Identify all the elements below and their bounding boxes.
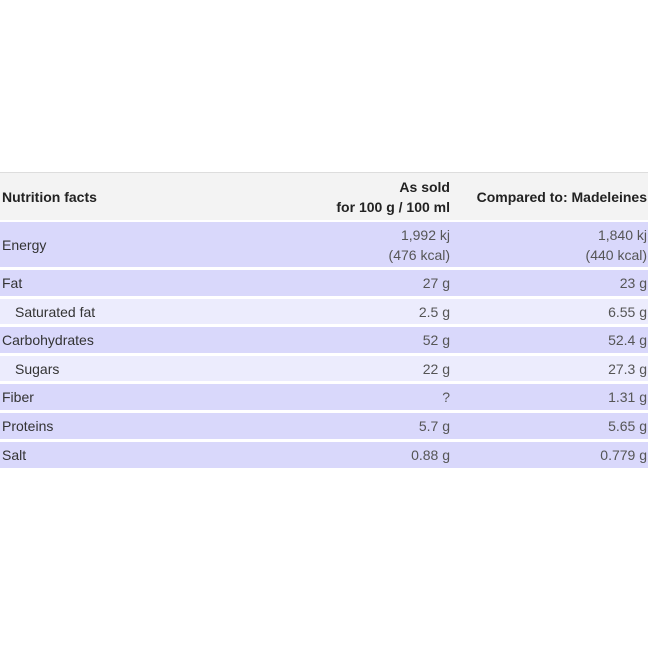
table-row-proteins: Proteins 5.7 g 5.65 g — [0, 413, 648, 442]
row-label: Saturated fat — [15, 303, 96, 320]
compared-value: 27.3 g — [608, 360, 647, 377]
table-header: Nutrition facts As sold for 100 g / 100 … — [0, 172, 648, 222]
table-row-fat: Fat 27 g 23 g — [0, 270, 648, 299]
as-sold-value: ? — [442, 389, 450, 405]
row-label: Sugars — [15, 360, 60, 377]
header-as-sold-line2: for 100 g / 100 ml — [336, 198, 450, 215]
compared-kj: 1,840 kj — [597, 226, 647, 243]
row-label: Proteins — [2, 418, 54, 434]
as-sold-value: 22 g — [422, 360, 450, 377]
table-row-sugars: Sugars 22 g 27.3 g — [0, 356, 648, 384]
as-sold-value: 27 g — [422, 275, 450, 291]
as-sold-value: 2.5 g — [418, 303, 450, 320]
compared-value: 5.65 g — [608, 418, 647, 434]
row-label: Salt — [2, 447, 27, 463]
header-as-sold-line1: As sold — [399, 178, 450, 195]
table-row-fiber: Fiber ? 1.31 g — [0, 384, 648, 413]
as-sold-value: 52 g — [422, 332, 450, 348]
as-sold-kcal: (476 kcal) — [388, 246, 450, 263]
row-label: Carbohydrates — [2, 332, 94, 348]
table-row-salt: Salt 0.88 g 0.779 g — [0, 442, 648, 471]
compared-kcal: (440 kcal) — [585, 246, 647, 263]
compared-value: 23 g — [619, 275, 647, 291]
compared-value: 1.31 g — [608, 389, 647, 405]
as-sold-value: 1,992 kj (476 kcal) — [320, 225, 450, 265]
as-sold-kj: 1,992 kj — [400, 226, 450, 243]
compared-value: 52.4 g — [608, 332, 647, 348]
table-row-energy: Energy 1,992 kj (476 kcal) 1,840 kj (440… — [0, 222, 648, 270]
as-sold-value: 5.7 g — [418, 418, 450, 434]
compared-value: 6.55 g — [608, 303, 647, 320]
as-sold-value: 0.88 g — [411, 447, 450, 463]
nutrition-facts-table: Nutrition facts As sold for 100 g / 100 … — [0, 172, 648, 471]
row-label: Fiber — [2, 389, 34, 405]
header-nutrition-facts: Nutrition facts — [2, 188, 97, 205]
compared-value: 0.779 g — [600, 447, 647, 463]
row-label: Fat — [2, 275, 23, 291]
compared-value: 1,840 kj (440 kcal) — [450, 225, 648, 265]
table-row-saturated-fat: Saturated fat 2.5 g 6.55 g — [0, 299, 648, 327]
header-as-sold: As sold for 100 g / 100 ml — [320, 177, 450, 217]
header-compared-to: Compared to: Madeleines — [476, 188, 647, 205]
row-label: Energy — [2, 236, 47, 253]
table-row-carbohydrates: Carbohydrates 52 g 52.4 g — [0, 327, 648, 356]
